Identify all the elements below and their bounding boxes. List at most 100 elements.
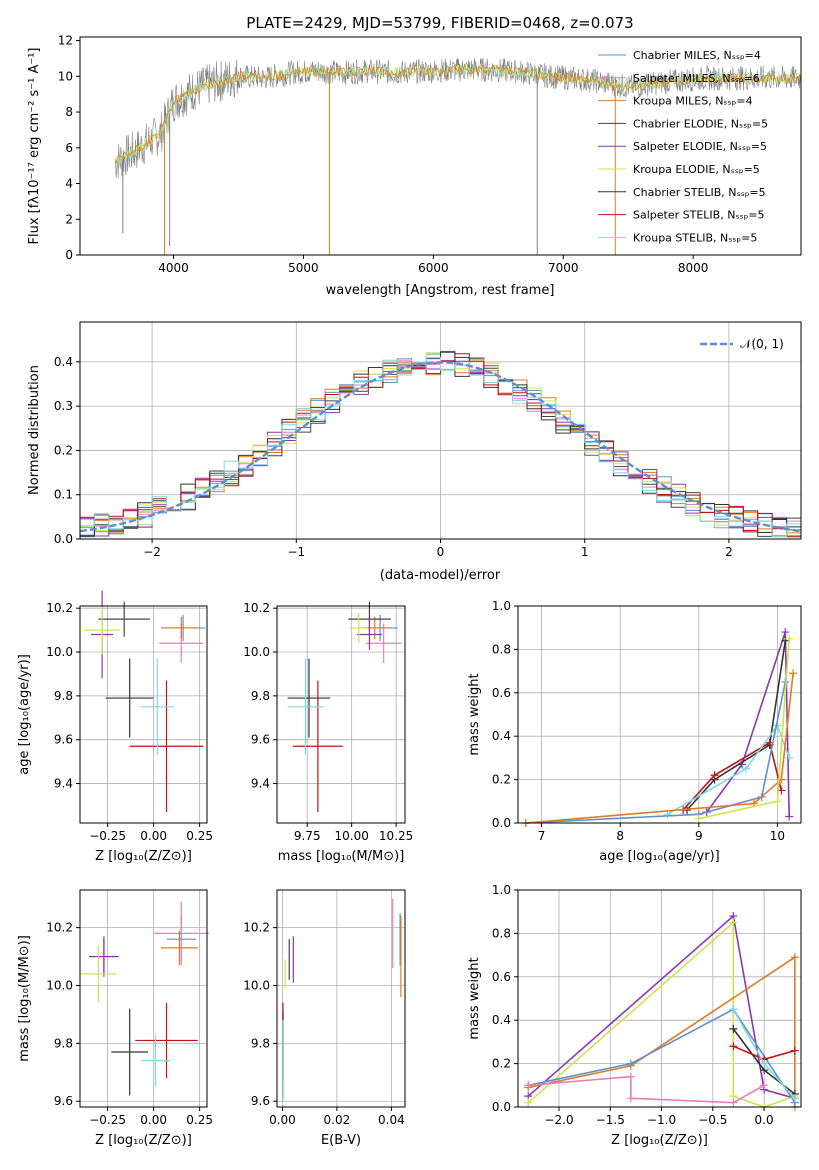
spectrum-xtick-label: 4000 (158, 261, 189, 275)
mw_z-series-marker (524, 1081, 533, 1090)
mw_age-series-line (525, 673, 794, 824)
mw_z-series-marker (790, 1046, 799, 1055)
histogram-xlabel: (data-model)/error (380, 568, 501, 583)
histogram-legend-label: 𝒩(0, 1) (740, 337, 784, 351)
mw_age-series-marker (741, 764, 750, 773)
spectrum-plot-area (114, 57, 802, 255)
mass_z-ylabel: mass [log₁₀(M/M⊙)] (17, 935, 32, 1062)
mw_age-ylabel: mass weight (467, 673, 482, 755)
spectrum-xtick-label: 8000 (678, 261, 709, 275)
normal-curve-line (79, 361, 802, 533)
histogram-step-line (80, 362, 801, 537)
mw_age-series-marker (789, 669, 798, 678)
mass_z-ytick-label: 10.2 (46, 921, 73, 935)
spectrum-legend-label: Chabrier STELIB, Nₛₛₚ=5 (633, 186, 766, 199)
spectrum-xtick-label: 7000 (548, 261, 579, 275)
mw_z-series-marker (626, 1094, 635, 1103)
mw_z-series-marker (729, 1005, 738, 1014)
mass-vs-ebv-panel: 0.00 0.02 0.04 9.6 9.8 10.0 10.2 E(B-V) (243, 889, 406, 1148)
age_z-xtick-label: −0.25 (89, 829, 126, 843)
spectrum-model-line (114, 64, 802, 164)
age_z-xtick-label: 0.00 (140, 829, 167, 843)
spectrum-ytick-label: 12 (58, 34, 73, 48)
mw_age-ytick-label: 0.4 (492, 729, 511, 743)
spectrum-ylabel: Flux [fλ10⁻¹⁷ erg cm⁻² s⁻¹ A⁻¹] (27, 48, 42, 245)
spectrum-legend-label: Kroupa STELIB, Nₛₛₚ=5 (633, 231, 757, 244)
mass_ebv-xtick-label: 0.04 (378, 1113, 405, 1127)
mw_age-xtick-label: 9 (695, 829, 703, 843)
mw_age-xtick-label: 7 (538, 829, 546, 843)
mw_z-series-marker (729, 1098, 738, 1107)
age_mass-ytick-label: 9.6 (251, 733, 270, 747)
histogram-ytick-label: 0.2 (54, 443, 73, 457)
spectrum-ytick-label: 10 (58, 69, 73, 83)
spectrum-ytick-label: 0 (65, 248, 73, 262)
mw_age-ytick-label: 0.0 (492, 816, 511, 830)
mw_z-series-line (527, 914, 796, 1100)
age-vs-mass-panel: 9.75 10.00 10.25 9.4 9.6 9.8 10.0 10.2 mass [log… (243, 601, 413, 864)
histogram-ytick-label: 0.0 (54, 532, 73, 546)
spectrum-panel: 4000 5000 6000 7000 8000 0 2 4 6 8 10 12 wavelength… (27, 34, 802, 298)
age_z-ylabel: age [log₁₀(age/yr)] (17, 654, 32, 775)
mw_age-xtick-label: 10 (770, 829, 785, 843)
histogram-plot-area (79, 322, 802, 539)
age_mass-xtick-label: 9.75 (294, 829, 321, 843)
mw_age-series-line (666, 723, 790, 815)
histogram-xtick-label: 0 (437, 545, 445, 559)
spectrum-ytick-label: 2 (65, 212, 73, 226)
spectrum-legend-label: Salpeter ELODIE, Nₛₛₚ=5 (633, 140, 767, 153)
mw_z-xtick-label: −0.5 (698, 1113, 727, 1127)
mass_ebv-xtick-label: 0.02 (324, 1113, 351, 1127)
spectrum-legend-label: Salpeter MILES, Nₛₛₚ=6 (633, 72, 760, 85)
mass_ebv-ytick-label: 10.0 (243, 978, 270, 992)
age_z-ytick-label: 10.2 (46, 601, 73, 615)
histogram-xtick-label: 2 (725, 545, 733, 559)
mass_z-xlabel: Z [log₁₀(Z/Z⊙)] (95, 1133, 192, 1148)
spectrum-legend-label: Kroupa MILES, Nₛₛₚ=4 (633, 95, 753, 108)
mw_z-xtick-label: −1.0 (647, 1113, 676, 1127)
spectrum-frame (79, 36, 802, 256)
spectrum-legend-label: Chabrier ELODIE, Nₛₛₚ=5 (633, 117, 768, 130)
histogram-step-line (80, 356, 801, 538)
spectrum-legend-label: Salpeter STELIB, Nₛₛₚ=5 (633, 209, 765, 222)
mass_ebv-frame (276, 889, 406, 1108)
mw_z-ylabel: mass weight (467, 957, 482, 1039)
mass_z-xtick-label: 0.25 (186, 1113, 213, 1127)
age_mass-ytick-label: 10.2 (243, 601, 270, 615)
mw_z-series-marker (790, 1094, 799, 1103)
mw_z-series-marker (760, 1059, 769, 1068)
mw_z-series-marker (626, 1072, 635, 1081)
spectrum-xtick-label: 6000 (418, 261, 449, 275)
histogram-panel: −2 −1 0 1 2 0.0 0.1 0.2 0.3 0.4 (data-model)/erro… (27, 321, 802, 583)
mw_age-series-marker (781, 628, 790, 637)
histogram-ytick-label: 0.4 (54, 355, 73, 369)
mass-vs-metallicity-panel: −0.25 0.00 0.25 9.6 9.8 10.0 10.2 Z [log₁₀(Z/Z⊙… (17, 889, 213, 1148)
spectrum-ytick-label: 8 (65, 105, 73, 119)
age_z-frame (79, 605, 208, 824)
age_mass-ytick-label: 9.4 (251, 777, 270, 791)
figure-title: PLATE=2429, MJD=53799, FIBERID=0468, z=0… (246, 14, 633, 32)
mass_z-ytick-label: 9.6 (54, 1094, 73, 1108)
mass_z-ytick-label: 9.8 (54, 1036, 73, 1050)
spectrum-xtick-label: 5000 (288, 261, 319, 275)
spectrum-data-line (114, 57, 802, 179)
mw_age-series-marker (694, 814, 703, 823)
mw_age-ytick-label: 1.0 (492, 599, 511, 613)
mw_age-series-marker (785, 753, 794, 762)
mass_z-ytick-label: 10.0 (46, 978, 73, 992)
mw_age-ytick-label: 0.2 (492, 773, 511, 787)
mw_z-xtick-label: −1.5 (596, 1113, 625, 1127)
mw_age-series-marker (785, 634, 794, 643)
spectrum-legend-label: Chabrier MILES, Nₛₛₚ=4 (633, 49, 761, 62)
mw_age-series-line (682, 741, 783, 811)
mw_z-frame (517, 889, 802, 1108)
age_mass-ytick-label: 9.8 (251, 689, 270, 703)
age_z-ytick-label: 10.0 (46, 645, 73, 659)
mw_age-series-marker (773, 797, 782, 806)
spectrum-legend: Chabrier MILES, Nₛₛₚ=4 Salpeter MILES, Nₛ… (598, 49, 768, 244)
age_mass-frame (276, 605, 406, 824)
mw_z-ytick-label: 0.4 (492, 1013, 511, 1027)
mw_age-frame (517, 605, 802, 824)
histogram-ytick-label: 0.3 (54, 399, 73, 413)
